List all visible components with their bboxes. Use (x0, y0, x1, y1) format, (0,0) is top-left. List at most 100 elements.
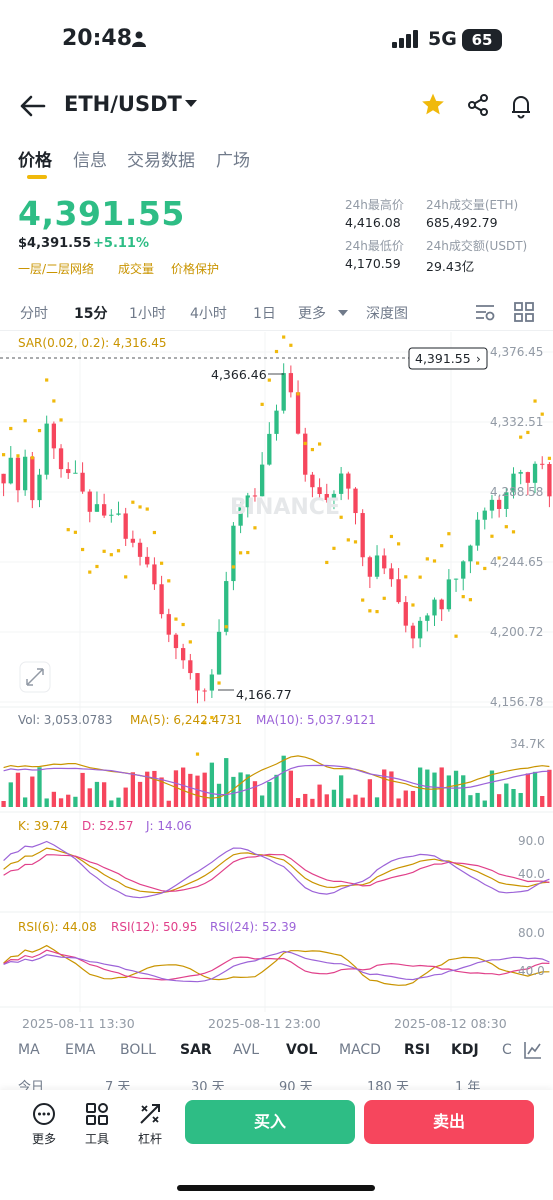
candle-body (417, 620, 423, 639)
tab-price[interactable]: 价格 (18, 151, 52, 171)
indicator-sar[interactable]: SAR (180, 1042, 212, 1058)
x-tick-1: 2025-08-11 23:00 (208, 1016, 321, 1031)
indicator-settings-icon[interactable] (523, 1040, 543, 1060)
binance-watermark: BINANCE (230, 495, 340, 520)
candle-body (382, 555, 387, 569)
candle-body (145, 556, 150, 565)
expand-icon[interactable] (19, 661, 51, 693)
layout-grid-icon[interactable] (514, 302, 534, 322)
candle-body (180, 648, 186, 661)
sar-dot (124, 575, 128, 579)
chevron-down-icon[interactable] (185, 100, 197, 107)
kline-chart[interactable]: BINANCE SAR(0.02, 0.2): 4,316.45 4,391.5… (0, 332, 553, 1038)
indicator-macd[interactable]: MACD (339, 1042, 381, 1058)
tab-trading-data[interactable]: 交易数据 (127, 151, 195, 171)
indicator-kdj[interactable]: KDJ (451, 1042, 479, 1058)
volume-bar (310, 798, 315, 807)
sar-dot (418, 575, 422, 579)
sar-dot (540, 412, 544, 416)
candle-body (525, 472, 531, 483)
tab-square[interactable]: 广场 (216, 151, 250, 171)
indicator-ema[interactable]: EMA (65, 1042, 96, 1058)
tag-layer-network[interactable]: 一层/二层网络 (18, 262, 95, 276)
volume-bar (353, 794, 358, 807)
candle-body (346, 473, 351, 489)
sar-dot (382, 596, 386, 600)
share-icon[interactable] (466, 93, 490, 117)
volume-bar (80, 772, 85, 807)
sar-dot (9, 426, 13, 431)
back-arrow-icon[interactable] (18, 92, 48, 120)
volume-bar (338, 775, 344, 807)
rsi-axis-hi: 80.0 (518, 926, 545, 940)
more-label[interactable]: 更多 (32, 1132, 57, 1146)
indicator-ma[interactable]: MA (18, 1042, 40, 1058)
candle-body (303, 433, 308, 475)
volume-bar (432, 772, 437, 807)
tab-indicator (27, 175, 47, 179)
sell-button[interactable]: 卖出 (364, 1100, 534, 1144)
indicator-vol[interactable]: VOL (286, 1042, 318, 1058)
candle-body (281, 373, 286, 411)
indicator-rsi[interactable]: RSI (404, 1042, 431, 1058)
indicator-c[interactable]: C (502, 1042, 512, 1058)
stat-high-label: 24h最高价 (345, 198, 404, 212)
sar-dot (102, 549, 106, 553)
tools-label[interactable]: 工具 (85, 1132, 110, 1146)
stat-vol-usdt-label: 24h成交额(USDT) (426, 239, 528, 253)
volume-bar (231, 776, 236, 807)
indicator-avl[interactable]: AVL (233, 1042, 260, 1058)
high-mark-label: 4,366.46 (211, 367, 267, 382)
volume-bar (44, 798, 49, 807)
tab-info[interactable]: 信息 (73, 151, 107, 171)
interval-1h[interactable]: 1小时 (129, 306, 166, 322)
sar-dot (404, 575, 408, 579)
sar-dot (504, 525, 508, 529)
volume-bar (525, 773, 531, 807)
divider (0, 330, 553, 331)
sar-dot (368, 609, 372, 613)
interval-more[interactable]: 更多 (298, 306, 326, 322)
candle-body (1, 473, 6, 484)
volume-bar (159, 777, 164, 807)
more-dots-icon[interactable] (32, 1102, 56, 1126)
candle-body (482, 510, 487, 520)
candle-body (504, 492, 509, 509)
candle-body (80, 472, 85, 492)
candle-body (116, 513, 121, 515)
sar-dot (519, 435, 523, 439)
interval-4h[interactable]: 4小时 (190, 306, 227, 322)
bell-icon[interactable] (509, 93, 533, 119)
interval-15m[interactable]: 15分 (74, 306, 108, 322)
tag-volume[interactable]: 成交量 (118, 262, 155, 276)
candle-body (101, 504, 107, 516)
candle-body (432, 599, 437, 616)
interval-1d[interactable]: 1日 (253, 306, 276, 322)
volume-bar (324, 794, 329, 807)
buy-button[interactable]: 买入 (185, 1100, 355, 1144)
stat-vol-eth-label: 24h成交量(ETH) (426, 198, 519, 212)
k-label: K: 39.74 (18, 819, 68, 833)
leverage-icon[interactable] (138, 1102, 162, 1126)
chevron-down-icon[interactable] (338, 310, 348, 316)
interval-line[interactable]: 分时 (20, 306, 48, 322)
volume-bar (37, 767, 42, 807)
interval-depth[interactable]: 深度图 (366, 306, 408, 322)
current-price-tag[interactable] (408, 347, 488, 370)
sar-dot (73, 530, 78, 534)
volume-bar (468, 795, 473, 807)
leverage-label[interactable]: 杠杆 (138, 1132, 163, 1146)
volume-bar (195, 775, 200, 807)
pair-title[interactable]: ETH/USDT (64, 92, 182, 116)
sar-dot (45, 378, 49, 382)
volume-bar (94, 781, 100, 807)
home-indicator (177, 1185, 375, 1191)
volume-bar (367, 779, 373, 807)
favorite-star-icon[interactable] (420, 92, 446, 118)
sar-dot (260, 402, 264, 406)
rsi24-label: RSI(24): 52.39 (210, 920, 296, 934)
indicator-boll[interactable]: BOLL (120, 1042, 156, 1058)
tag-price-protection[interactable]: 价格保护 (171, 262, 220, 276)
tools-icon[interactable] (85, 1102, 109, 1126)
chart-settings-icon[interactable] (474, 302, 496, 322)
